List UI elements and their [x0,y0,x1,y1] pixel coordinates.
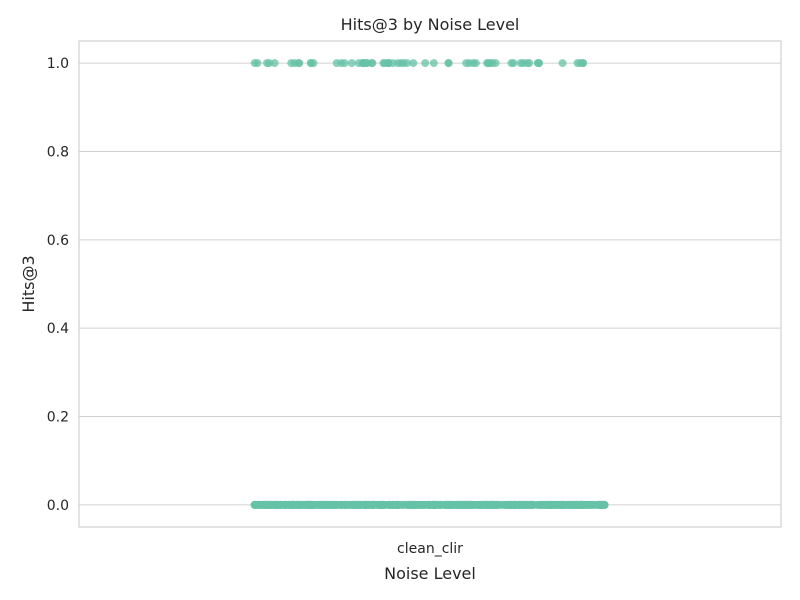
data-point [509,59,518,68]
data-point [392,500,401,509]
data-point [551,500,560,509]
plot-area-frame [78,40,782,528]
data-point [486,500,495,509]
data-point [471,59,480,68]
data-point [558,59,567,68]
data-point [462,59,471,68]
data-point [250,59,259,68]
data-point [525,59,534,68]
data-point [262,500,271,509]
data-point [492,500,501,509]
data-point [533,59,542,68]
data-point [429,59,438,68]
data-point [421,59,430,68]
chart-title: Hits@3 by Noise Level [341,15,520,34]
data-point [525,500,534,509]
data-point [420,500,429,509]
data-point [274,500,283,509]
data-point [362,59,371,68]
data-point [384,59,393,68]
data-point [563,500,572,509]
data-point [599,500,608,509]
data-point [534,500,543,509]
data-point [432,500,441,509]
grid-lines [79,62,781,506]
data-point [407,500,416,509]
data-point [317,500,326,509]
data-point [294,500,303,509]
data-point [265,59,274,68]
data-point [252,500,261,509]
y-tick-label: 0.4 [47,321,69,337]
data-point [444,59,453,68]
y-axis-title: Hits@3 [19,255,38,312]
x-tick-labels: clean_clir [397,541,463,557]
data-points [250,59,609,509]
data-point [501,500,510,509]
data-point [294,59,303,68]
y-tick-labels: 0.0 0.2 0.4 0.6 0.8 1.0 [47,56,69,514]
data-point [343,500,352,509]
data-point [340,59,349,68]
y-tick-label: 0.2 [47,410,69,426]
data-point [446,500,455,509]
x-tick-label: clean_clir [397,541,463,557]
x-axis-title: Noise Level [384,564,476,583]
data-point [574,500,583,509]
data-point [399,59,408,68]
data-point [309,500,318,509]
data-point [364,500,373,509]
data-point [347,59,356,68]
data-point [425,500,434,509]
data-point [507,500,516,509]
data-point [355,500,364,509]
y-tick-label: 0.0 [47,498,69,514]
data-point [583,500,592,509]
data-point [303,500,312,509]
y-tick-label: 0.6 [47,233,69,249]
data-point [373,500,382,509]
data-point [287,59,296,68]
data-point [309,59,318,68]
data-point [354,59,363,68]
data-point [516,59,525,68]
data-point [519,500,528,509]
y-tick-label: 1.0 [47,56,69,72]
data-point [456,500,465,509]
data-point [327,500,336,509]
y-tick-label: 0.8 [47,144,69,160]
data-point [544,500,553,509]
data-point [483,59,492,68]
data-point [384,500,393,509]
data-point [409,59,418,68]
data-point [576,59,585,68]
data-point [465,500,474,509]
